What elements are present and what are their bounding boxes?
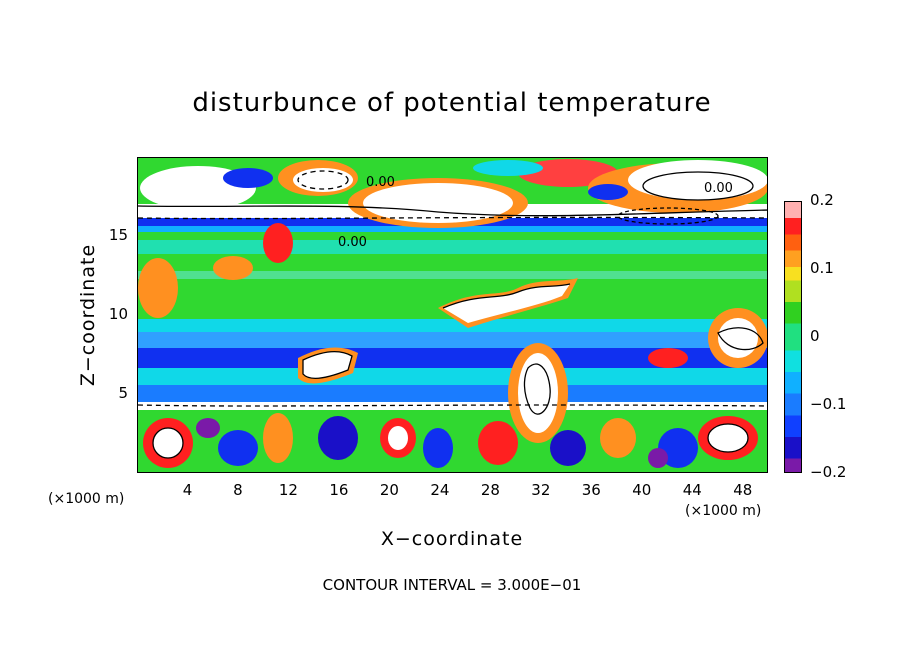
colorbar-tick-label: 0.1 [810,259,834,277]
contour-line [523,363,551,415]
x-tick-label: 36 [581,481,601,499]
contour-line [442,283,571,309]
x-unit-label-right: (×1000 m) [685,503,762,519]
contour-line [138,216,767,220]
x-tick-label: 48 [733,481,753,499]
bl-patch [196,418,220,438]
contour-line [717,327,764,351]
contour-line [617,207,719,225]
x-tick-label: 4 [182,481,193,499]
bl-patch [423,428,453,468]
bl-patch [388,426,408,450]
plot-area: 0.00 0.00 0.00 [137,157,768,473]
cloud-patch [718,318,758,358]
y-tick-label: 5 [118,384,128,402]
x-unit-label: (×1000 m) [48,491,125,507]
cloud-patch [263,223,293,263]
colorbar [784,201,802,473]
bl-patch [263,413,293,463]
colorbar-tick-label: 0.2 [810,191,834,209]
x-axis-label: X−coordinate [380,528,524,550]
contour-line [707,423,749,453]
cloud-patch [518,353,558,433]
band-green-cyan-1 [138,271,767,279]
bl-patch [600,418,636,458]
x-tick-label: 16 [329,481,349,499]
x-tick-label: 8 [233,481,243,499]
x-tick-label: 28 [480,481,500,499]
x-tick-label: 12 [278,481,298,499]
bl-patch [708,424,748,452]
band-low-white [138,402,767,410]
x-tick-label: 24 [430,481,450,499]
bl-patch [218,430,258,466]
contour-line [152,427,184,459]
band-low-cyan [138,363,767,385]
band-low-blue [138,383,767,405]
chart-title: disturbunce of potential temperature [192,88,712,118]
bl-patch [318,416,358,460]
colorbar-tick-label: −0.2 [810,463,847,481]
y-tick-label: 10 [108,305,128,323]
cloud-patch [303,351,352,379]
x-tick-label: 20 [379,481,399,499]
x-tick-label: 44 [682,481,702,499]
bl-patch [153,428,183,458]
y-axis-label: Z−coordinate [77,243,99,387]
contour-label: 0.00 [338,235,367,250]
band-mid-darkblue [138,346,767,368]
strat-patch [363,183,513,223]
cloud-patch [443,284,570,323]
bl-patch [478,421,518,465]
band-mid-lightblue [138,330,767,348]
cloud-patch [138,258,178,318]
x-tick-label: 40 [632,481,652,499]
strat-patch [628,160,767,200]
strat-patch [473,160,543,176]
contour-line [642,171,754,201]
colorbar-tick-label: 0 [810,327,820,345]
band-mid-cyan [138,318,767,332]
contour-line [297,170,349,190]
bl-patch [648,448,668,468]
strat-patch [588,184,628,200]
strat-patch [293,168,353,192]
cloud-patch [213,256,253,280]
bl-patch [550,430,586,466]
x-tick-label: 32 [531,481,551,499]
colorbar-tick-label: −0.1 [810,395,847,413]
y-tick-label: 15 [108,226,128,244]
contour-label: 0.00 [704,181,733,196]
cloud-patch [648,348,688,368]
band-tropo-blue [138,224,767,232]
temperature-field: 0.00 0.00 0.00 [138,158,767,472]
contour-line [138,205,767,217]
band-upper-cyan [138,238,767,254]
contour-line [138,404,767,407]
contour-label: 0.00 [366,175,395,190]
contour-interval-note: CONTOUR INTERVAL = 3.000E−01 [322,576,582,594]
contour-line [302,350,353,380]
strat-patch [223,168,273,188]
